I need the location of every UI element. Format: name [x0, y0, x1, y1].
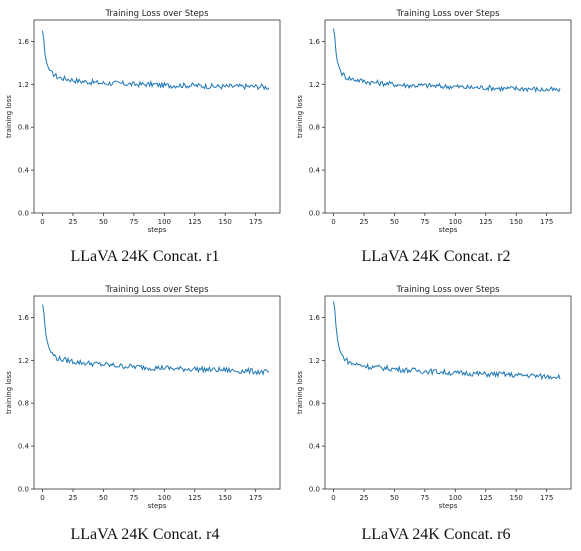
x-axis-label: steps — [439, 502, 458, 510]
loss-chart-r6: Training Loss over Steps 0.0 0.4 0.8 1.2 1.6 0… — [296, 285, 572, 510]
x-tick-label: 100 — [449, 218, 462, 226]
plot-frame — [324, 295, 572, 490]
y-tick-label: 1.2 — [18, 357, 29, 365]
x-tick-label: 125 — [188, 494, 201, 502]
x-tick-label: 0 — [40, 494, 44, 502]
caption-r2: LLaVA 24K Concat. r2 — [361, 248, 511, 265]
y-tick-label: 0.4 — [309, 443, 321, 451]
x-tick-label: 50 — [99, 218, 108, 226]
x-axis-label: steps — [439, 226, 458, 234]
x-tick-label: 75 — [420, 494, 429, 502]
chart-title: Training Loss over Steps — [395, 285, 500, 295]
x-tick-label: 175 — [540, 494, 553, 502]
y-tick-label: 1.2 — [309, 81, 320, 89]
caption-r6: LLaVA 24K Concat. r6 — [361, 526, 511, 543]
x-tick-label: 175 — [540, 218, 553, 226]
y-axis-label: training loss — [5, 95, 13, 138]
x-tick-label: 100 — [158, 494, 171, 502]
y-tick-label: 1.6 — [18, 38, 30, 46]
chart-title: Training Loss over Steps — [104, 9, 209, 19]
x-tick-label: 150 — [219, 494, 232, 502]
chart-panel-r2: Training Loss over Steps 0.0 0.4 0.8 1.2 1.6 0… — [291, 0, 581, 275]
chart-panel-r1: Training Loss over Steps 0.0 0.4 0.8 1.2 1.6 0… — [0, 0, 290, 275]
chart-panel-r4: Training Loss over Steps 0.0 0.4 0.8 1.2 1.6 0… — [0, 276, 290, 551]
x-tick-label: 125 — [479, 218, 492, 226]
loss-chart-r4: Training Loss over Steps 0.0 0.4 0.8 1.2 1.6 0… — [5, 285, 281, 510]
loss-line — [333, 28, 561, 94]
y-tick-label: 0.0 — [18, 210, 29, 218]
x-tick-label: 25 — [69, 218, 78, 226]
y-tick-label: 0.4 — [18, 443, 30, 451]
x-tick-label: 75 — [420, 218, 429, 226]
x-tick-label: 25 — [360, 494, 369, 502]
y-tick-label: 0.0 — [309, 486, 320, 494]
x-tick-label: 100 — [449, 494, 462, 502]
y-tick-label: 1.2 — [18, 81, 29, 89]
y-axis-label: training loss — [296, 371, 304, 414]
x-tick-label: 175 — [249, 218, 262, 226]
y-tick-label: 1.6 — [309, 38, 321, 46]
y-tick-label: 0.8 — [309, 124, 320, 132]
x-tick-label: 150 — [510, 218, 523, 226]
x-tick-label: 75 — [129, 494, 138, 502]
y-tick-label: 0.0 — [309, 210, 320, 218]
x-tick-label: 125 — [479, 494, 492, 502]
y-axis-label: training loss — [296, 95, 304, 138]
x-tick-label: 50 — [390, 494, 399, 502]
chart-panel-r6: Training Loss over Steps 0.0 0.4 0.8 1.2 1.6 0… — [291, 276, 581, 551]
plot-frame — [33, 19, 281, 214]
loss-chart-r1: Training Loss over Steps 0.0 0.4 0.8 1.2 1.6 0… — [5, 9, 281, 234]
y-tick-label: 0.4 — [18, 167, 30, 175]
x-tick-label: 50 — [99, 494, 108, 502]
x-tick-label: 125 — [188, 218, 201, 226]
chart-title: Training Loss over Steps — [104, 285, 209, 295]
plot-frame — [324, 19, 572, 214]
y-tick-label: 0.8 — [309, 400, 320, 408]
y-tick-label: 1.6 — [309, 314, 321, 322]
y-tick-label: 0.8 — [18, 124, 29, 132]
loss-chart-r2: Training Loss over Steps 0.0 0.4 0.8 1.2 1.6 0… — [296, 9, 572, 234]
x-axis-label: steps — [148, 226, 167, 234]
x-tick-label: 175 — [249, 494, 262, 502]
loss-line — [42, 30, 270, 91]
x-tick-label: 0 — [331, 218, 335, 226]
caption-r1: LLaVA 24K Concat. r1 — [70, 248, 220, 265]
x-tick-label: 50 — [390, 218, 399, 226]
x-tick-label: 25 — [69, 494, 78, 502]
x-tick-label: 150 — [510, 494, 523, 502]
y-tick-label: 0.8 — [18, 400, 29, 408]
x-tick-label: 25 — [360, 218, 369, 226]
x-tick-label: 75 — [129, 218, 138, 226]
plot-frame — [33, 295, 281, 490]
chart-title: Training Loss over Steps — [395, 9, 500, 19]
loss-line — [42, 304, 270, 376]
x-tick-label: 0 — [331, 494, 335, 502]
y-tick-label: 0.4 — [309, 167, 321, 175]
x-tick-label: 0 — [40, 218, 44, 226]
y-tick-label: 1.2 — [309, 357, 320, 365]
x-tick-label: 150 — [219, 218, 232, 226]
y-axis-label: training loss — [5, 371, 13, 414]
y-tick-label: 0.0 — [18, 486, 29, 494]
y-tick-label: 1.6 — [18, 314, 30, 322]
x-axis-label: steps — [148, 502, 167, 510]
caption-r4: LLaVA 24K Concat. r4 — [70, 526, 220, 543]
loss-line — [333, 301, 561, 381]
x-tick-label: 100 — [158, 218, 171, 226]
